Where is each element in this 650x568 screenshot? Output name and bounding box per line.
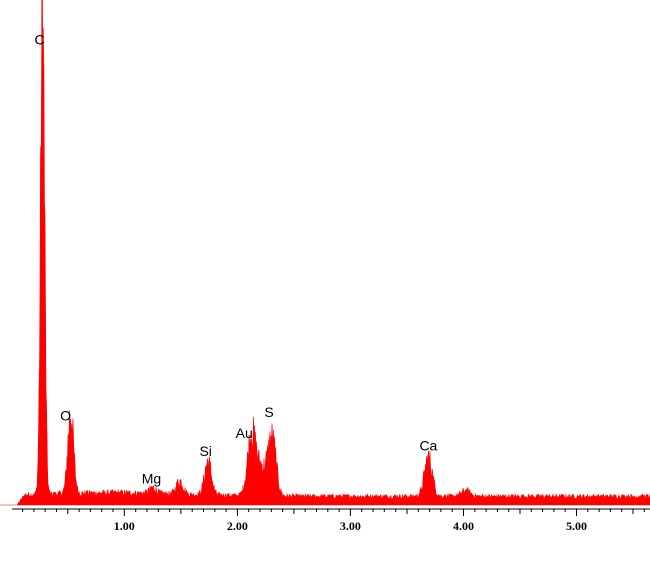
peak-label-c: C <box>35 32 45 48</box>
spectrum-layer <box>0 0 650 506</box>
peak-label-s: S <box>264 404 273 420</box>
x-tick-label: 3.00 <box>340 519 361 533</box>
peak-label-au: Au <box>236 425 253 441</box>
x-tick-label: 2.00 <box>227 519 248 533</box>
spectrum-area <box>0 0 650 506</box>
peak-label-mg: Mg <box>142 471 161 487</box>
peak-label-ca: Ca <box>419 438 437 454</box>
x-tick-label: 4.00 <box>453 519 474 533</box>
x-axis: 1.00 2.00 3.00 4.00 5.00 <box>12 508 650 533</box>
peak-label-si: Si <box>199 443 211 459</box>
peak-label-o: O <box>60 408 71 424</box>
x-tick-label: 1.00 <box>114 519 135 533</box>
x-tick-label: 5.00 <box>566 519 587 533</box>
peak-label-layer: C O Mg Si Au S Ca <box>35 32 438 487</box>
